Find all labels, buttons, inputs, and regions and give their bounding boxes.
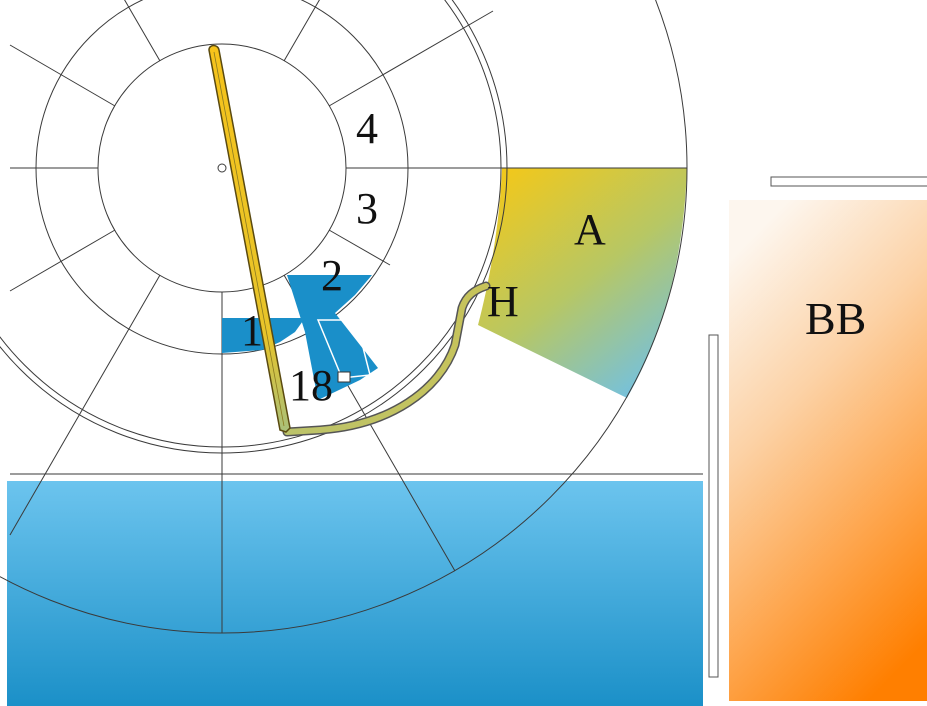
top-bar: [770, 176, 927, 187]
label-bb: BB: [805, 293, 866, 344]
tube-fill: [284, 283, 489, 435]
label-h: H: [487, 277, 519, 326]
label-a: A: [574, 205, 606, 254]
marker-box: [337, 371, 351, 383]
needle-center-line: [213, 51, 285, 427]
block-bb: [729, 200, 927, 701]
inner-channel: [316, 319, 371, 379]
segment-2: [287, 275, 378, 400]
label-18: 18: [289, 361, 333, 410]
blue-block: [7, 481, 703, 706]
sector-a: [478, 168, 687, 398]
side-bar: [708, 334, 719, 678]
label-4: 4: [356, 104, 378, 153]
label-3: 3: [356, 184, 378, 233]
label-2: 2: [321, 251, 343, 300]
label-1: 1: [241, 306, 263, 355]
needle: [208, 44, 291, 433]
